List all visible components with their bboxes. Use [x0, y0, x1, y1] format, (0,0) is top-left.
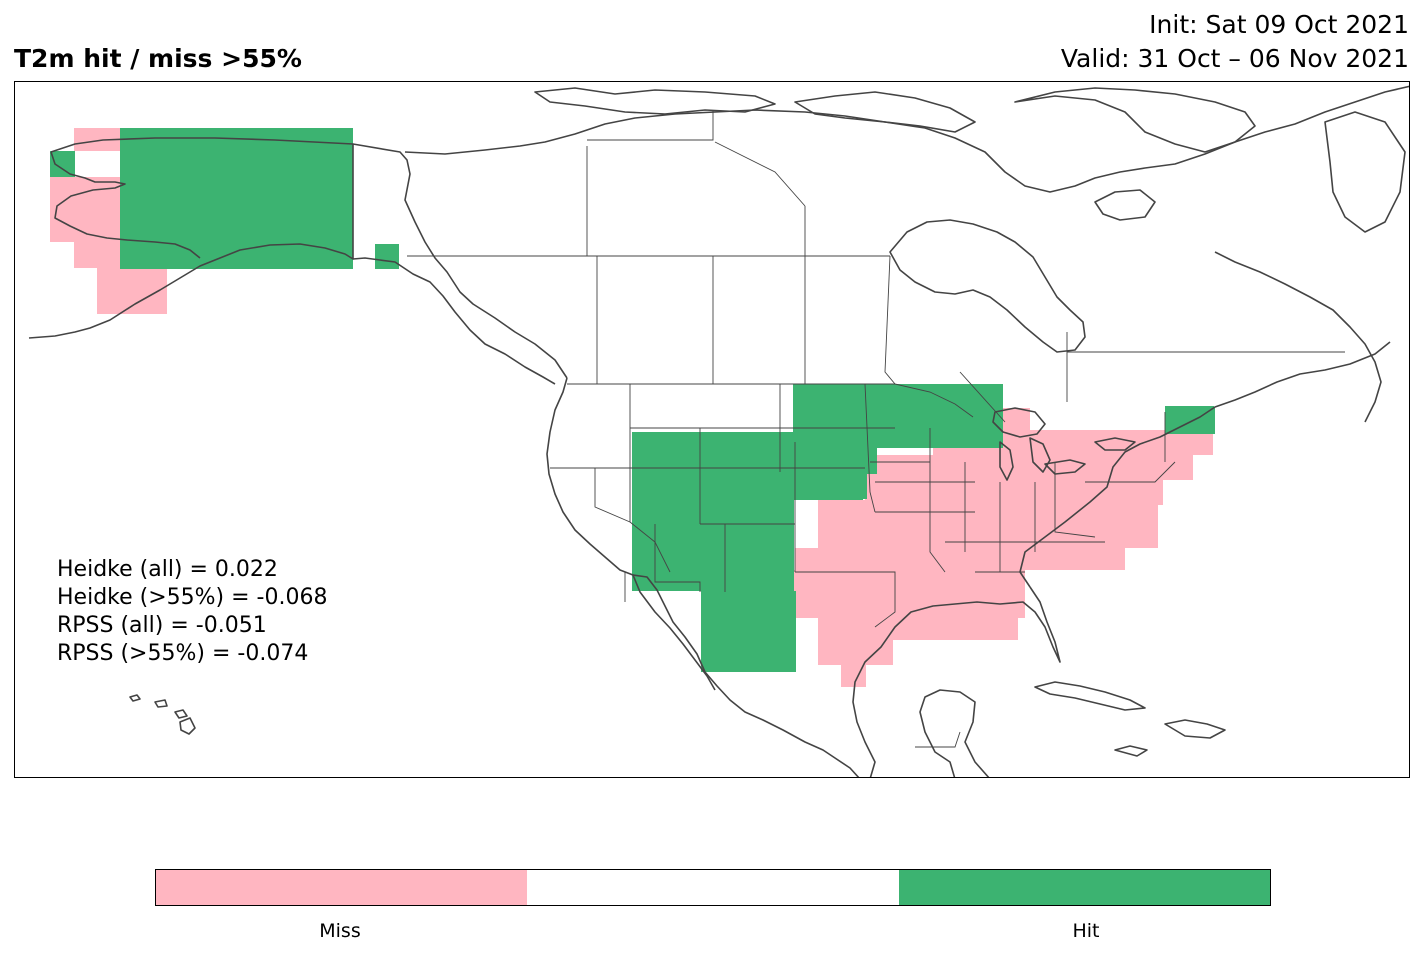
- miss-cell: [74, 128, 120, 151]
- miss-cell: [50, 177, 120, 214]
- miss-cell: [841, 665, 866, 687]
- miss-cell: [865, 455, 1163, 505]
- rpss-55-score: RPSS (>55%) = -0.074: [57, 641, 309, 666]
- colorbar: [155, 869, 1271, 906]
- hit-cell: [375, 244, 399, 269]
- colorbar-hit-label: Hit: [1072, 920, 1100, 942]
- init-date-label: Init: Sat 09 Oct 2021: [1149, 10, 1409, 39]
- heidke-all-score: Heidke (all) = 0.022: [57, 557, 278, 582]
- miss-cell: [818, 618, 1018, 640]
- coastlines: [28, 85, 1409, 777]
- skill-scores: Heidke (all) = 0.022 Heidke (>55%) = -0.…: [57, 556, 327, 668]
- hit-cell: [632, 432, 877, 474]
- heidke-55-score: Heidke (>55%) = -0.068: [57, 585, 328, 610]
- miss-cell: [97, 268, 167, 314]
- miss-cell: [818, 640, 893, 665]
- hit-cell: [770, 592, 795, 617]
- map-panel: [14, 81, 1410, 778]
- valid-period-label: Valid: 31 Oct – 06 Nov 2021: [1060, 44, 1409, 73]
- hit-cell: [120, 128, 353, 269]
- miss-cell: [818, 500, 1158, 548]
- political-borders: [352, 110, 1345, 748]
- rpss-all-score: RPSS (all) = -0.051: [57, 613, 267, 638]
- hit-cell: [650, 522, 725, 576]
- colorbar-hit-segment: [898, 870, 1270, 905]
- map-canvas: [28, 85, 1409, 777]
- colorbar-miss-label: Miss: [319, 920, 361, 942]
- map-title: T2m hit / miss >55%: [14, 44, 302, 73]
- miss-cell: [795, 570, 1025, 618]
- colorbar-neutral-segment: [527, 870, 899, 905]
- hit-cell: [793, 474, 863, 500]
- hit-cell: [50, 151, 75, 177]
- colorbar-miss-segment: [156, 870, 528, 905]
- miss-cell: [795, 548, 1125, 570]
